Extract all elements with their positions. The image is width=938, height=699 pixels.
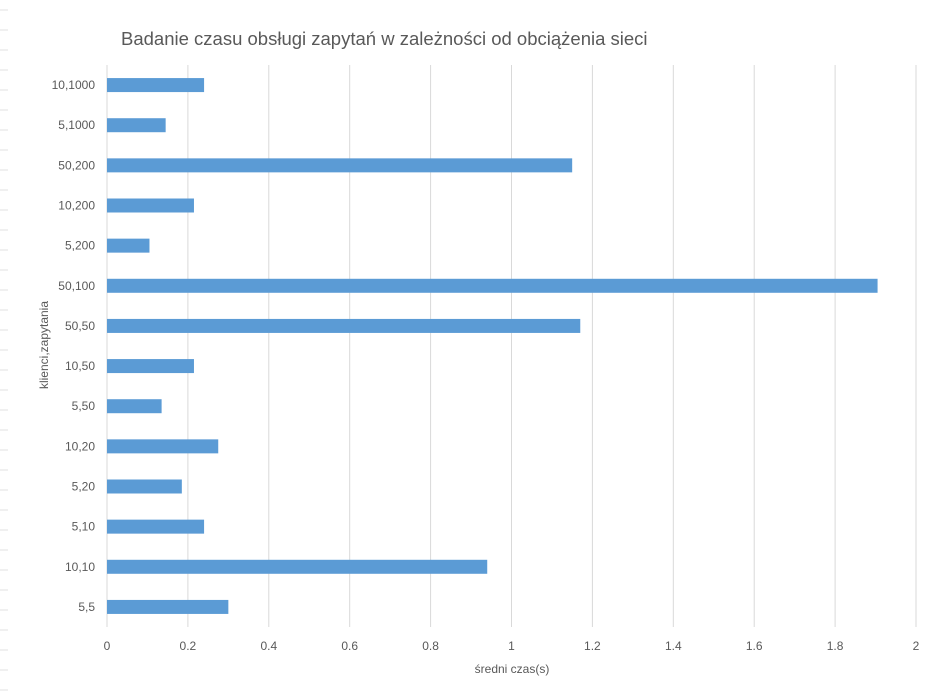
bar[interactable] (107, 399, 162, 414)
x-tick-label: 0.6 (341, 639, 358, 653)
bar[interactable] (107, 318, 581, 333)
x-tick-label: 0.4 (260, 639, 277, 653)
x-tick-label: 1.8 (827, 639, 844, 653)
y-tick-label: 10,1000 (52, 78, 96, 92)
x-tick-label: 0.8 (422, 639, 439, 653)
y-tick-label: 10,50 (65, 359, 95, 373)
gridlines (106, 65, 917, 627)
bar[interactable] (107, 278, 878, 293)
bar[interactable] (107, 559, 488, 574)
bar[interactable] (107, 479, 182, 494)
chart-area[interactable]: Badanie czasu obsługi zapytań w zależnoś… (8, 0, 938, 699)
x-tick-label: 1.2 (584, 639, 601, 653)
y-tick-label: 10,10 (65, 560, 95, 574)
y-tick-label: 50,50 (65, 319, 95, 333)
bar[interactable] (107, 439, 219, 454)
bar[interactable] (107, 118, 166, 133)
y-tick-label: 5,10 (72, 520, 96, 534)
bar[interactable] (107, 519, 205, 534)
x-tick-label: 1.4 (665, 639, 682, 653)
bar-chart: Badanie czasu obsługi zapytań w zależnoś… (37, 28, 920, 676)
x-axis-title: średni czas(s) (475, 662, 550, 676)
bar[interactable] (107, 238, 150, 253)
chart-title: Badanie czasu obsługi zapytań w zależnoś… (121, 28, 648, 49)
y-tick-label: 50,100 (58, 279, 95, 293)
y-tick-label: 5,1000 (58, 118, 95, 132)
bars (107, 78, 878, 614)
y-tick-label: 10,200 (58, 199, 95, 213)
y-tick-label: 5,50 (72, 399, 96, 413)
y-tick-label: 5,20 (72, 480, 96, 494)
x-tick-label: 0 (104, 639, 111, 653)
bar[interactable] (107, 198, 194, 213)
y-tick-label: 5,5 (78, 600, 95, 614)
x-tick-label: 1 (508, 639, 515, 653)
x-tick-label: 0.2 (180, 639, 197, 653)
x-axis-tick-labels: 0 0.2 0.4 0.6 0.8 1 1.2 1.4 1.6 1.8 2 (104, 639, 920, 653)
bar[interactable] (107, 359, 194, 374)
bar[interactable] (107, 158, 573, 173)
y-axis-title: klienci,zapytania (37, 301, 51, 389)
bar[interactable] (107, 78, 205, 93)
y-tick-label: 10,20 (65, 439, 95, 453)
y-tick-label: 50,200 (58, 158, 95, 172)
y-tick-label: 5,200 (65, 239, 95, 253)
x-tick-label: 1.6 (746, 639, 763, 653)
bar[interactable] (107, 599, 229, 614)
y-axis-tick-labels: 5,5 10,10 5,10 5,20 10,20 5,50 10,50 50,50 50,10… (52, 78, 96, 614)
x-tick-label: 2 (913, 639, 920, 653)
